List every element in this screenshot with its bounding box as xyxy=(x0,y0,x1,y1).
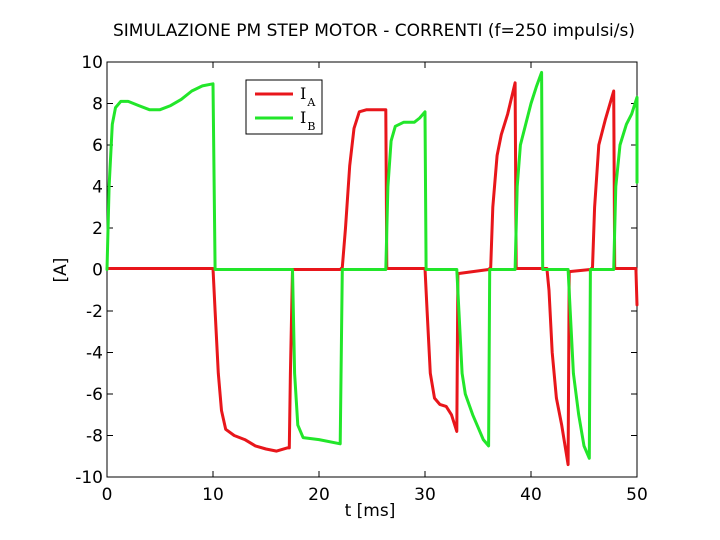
x-tick-label: 20 xyxy=(308,485,330,505)
y-tick-label: 4 xyxy=(92,178,103,198)
y-tick-label: 2 xyxy=(92,219,103,239)
y-tick-label: 0 xyxy=(92,261,103,281)
legend-box xyxy=(245,79,323,135)
y-tick-label: 8 xyxy=(92,95,103,115)
legend: IA IB xyxy=(245,79,323,135)
x-tick-label: 10 xyxy=(202,485,224,505)
y-tick-label: -8 xyxy=(86,427,103,447)
y-tick-label: -4 xyxy=(86,344,103,364)
legend-label-ia: IA xyxy=(300,84,316,109)
y-tick-label: -10 xyxy=(75,468,103,488)
y-tick-label: -2 xyxy=(86,302,103,322)
x-tick-label: 0 xyxy=(102,485,113,505)
series-line-ib xyxy=(105,70,639,460)
legend-label-ib: IB xyxy=(300,108,315,133)
y-tick-label: 10 xyxy=(81,53,103,73)
x-tick-label: 50 xyxy=(626,485,648,505)
x-axis-label: t [ms] xyxy=(345,501,396,521)
chart-title: SIMULAZIONE PM STEP MOTOR - CORRENTI (f=… xyxy=(113,21,635,41)
y-tick-label: 6 xyxy=(92,136,103,156)
series-line-ia xyxy=(105,81,639,467)
y-tick-label: -6 xyxy=(86,385,103,405)
y-axis-label: [A] xyxy=(51,258,71,283)
x-tick-label: 40 xyxy=(520,485,542,505)
x-tick-label: 30 xyxy=(414,485,436,505)
